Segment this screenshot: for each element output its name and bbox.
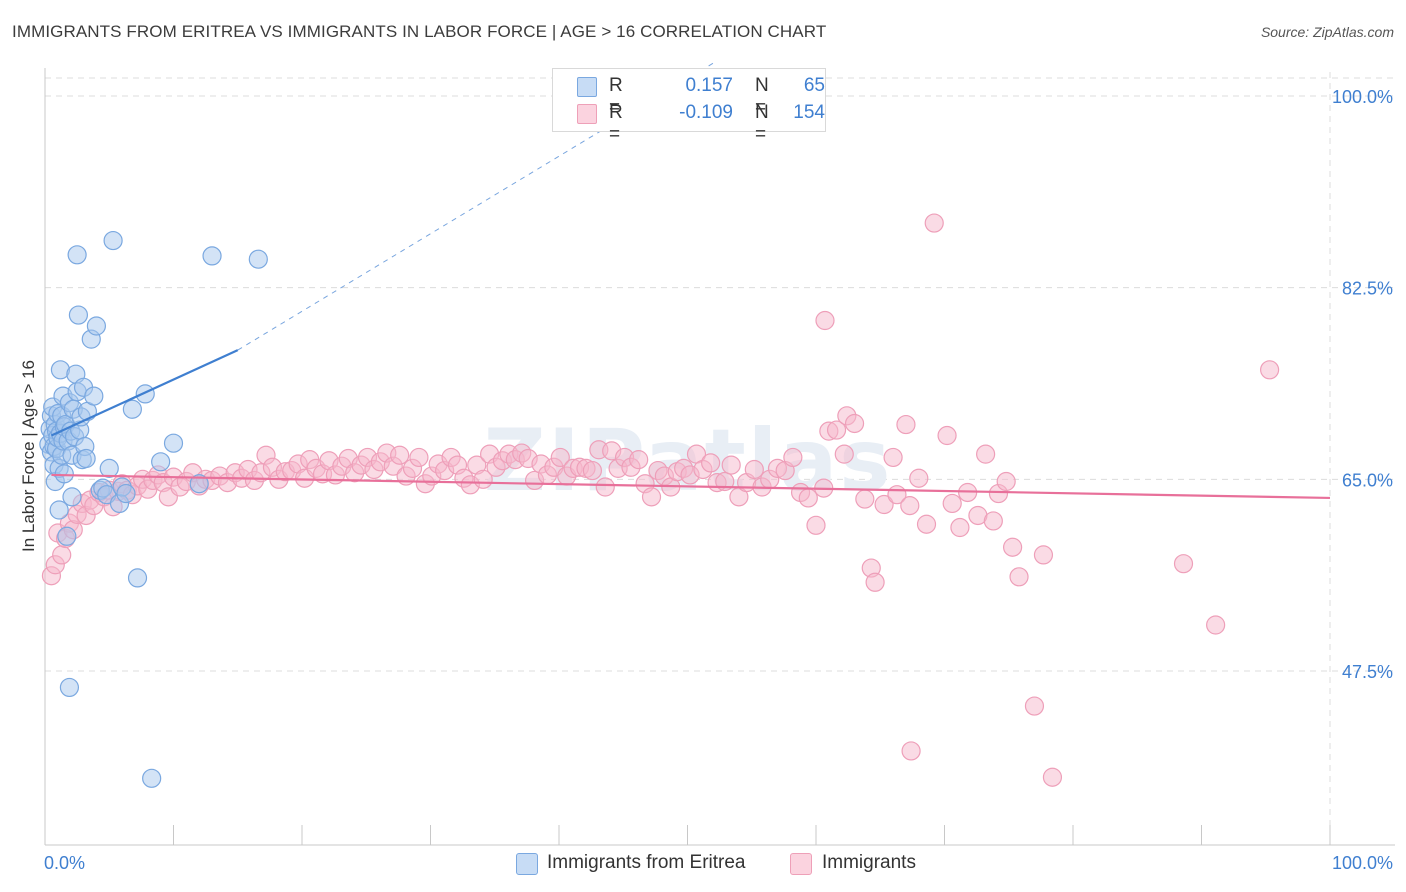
data-point-immigrants bbox=[909, 468, 929, 488]
data-point-immigrants bbox=[826, 420, 847, 440]
legend-label-eritrea: Immigrants from Eritrea bbox=[547, 852, 746, 873]
data-point-eritrea bbox=[99, 458, 119, 478]
data-point-immigrants bbox=[582, 460, 603, 481]
data-point-eritrea bbox=[67, 245, 87, 265]
data-point-eritrea bbox=[49, 500, 69, 520]
data-point-immigrants bbox=[390, 445, 410, 465]
data-point-immigrants bbox=[721, 455, 741, 475]
data-point-immigrants bbox=[1033, 545, 1054, 565]
data-point-eritrea bbox=[62, 487, 82, 507]
series-legend: Immigrants from Eritrea Immigrants bbox=[0, 850, 1406, 880]
trend-line-eritrea bbox=[50, 349, 239, 437]
data-point-immigrants bbox=[924, 213, 944, 233]
data-point-immigrants bbox=[983, 511, 1003, 531]
legend-swatch-eritrea bbox=[516, 853, 538, 875]
y-tick-label: 47.5% bbox=[1342, 662, 1393, 682]
data-point-eritrea bbox=[127, 568, 148, 588]
data-point-immigrants bbox=[52, 545, 72, 565]
data-point-eritrea bbox=[189, 474, 209, 494]
data-point-eritrea bbox=[54, 464, 74, 484]
data-point-immigrants bbox=[1260, 360, 1280, 380]
data-point-immigrants bbox=[1009, 567, 1029, 587]
y-axis-label-text: In Labor Force | Age > 16 bbox=[19, 360, 38, 552]
data-point-eritrea bbox=[202, 246, 222, 266]
source-label: Source: ZipAtlas.com bbox=[1260, 24, 1394, 40]
data-point-immigrants bbox=[783, 447, 803, 468]
axes: 47.5% 65.0% 82.5% 100.0% 0.0% 100.0% bbox=[44, 68, 1395, 873]
data-point-eritrea bbox=[86, 316, 107, 336]
data-point-immigrants bbox=[409, 447, 429, 468]
data-point-immigrants bbox=[844, 413, 865, 434]
data-point-immigrants bbox=[1003, 537, 1023, 557]
r-label: R = bbox=[609, 75, 623, 118]
data-point-eritrea bbox=[116, 483, 136, 504]
data-point-immigrants bbox=[865, 572, 885, 592]
y-tick-label: 82.5% bbox=[1342, 279, 1393, 299]
data-point-eritrea bbox=[163, 433, 184, 453]
data-point-eritrea bbox=[76, 448, 96, 469]
data-point-immigrants bbox=[1173, 554, 1194, 574]
legend-swatch-eritrea bbox=[577, 77, 597, 97]
correlation-legend: R = 0.157 N = 65 R = -0.109 N = 154 bbox=[552, 68, 826, 145]
data-point-immigrants bbox=[701, 453, 721, 473]
data-point-eritrea bbox=[122, 399, 142, 419]
series-immigrants bbox=[41, 213, 1280, 787]
legend-label-immigrants: Immigrants bbox=[822, 852, 916, 873]
data-point-immigrants bbox=[950, 517, 970, 538]
data-point-immigrants bbox=[900, 496, 920, 516]
data-point-immigrants bbox=[798, 488, 818, 508]
legend-swatch-immigrants bbox=[790, 853, 812, 875]
x-tick-label: 100.0% bbox=[1332, 853, 1393, 873]
chart-title: IMMIGRANTS FROM ERITREA VS IMMIGRANTS IN… bbox=[12, 22, 827, 41]
data-point-immigrants bbox=[550, 447, 570, 468]
data-point-eritrea bbox=[84, 386, 104, 406]
data-point-immigrants bbox=[1042, 767, 1063, 787]
data-point-immigrants bbox=[996, 471, 1016, 492]
n-value: 65 bbox=[803, 75, 825, 96]
data-point-immigrants bbox=[595, 477, 615, 497]
data-point-immigrants bbox=[1206, 615, 1226, 635]
data-point-eritrea bbox=[57, 526, 77, 546]
data-point-immigrants bbox=[883, 447, 903, 468]
x-tick-label: 0.0% bbox=[44, 853, 85, 873]
data-point-immigrants bbox=[942, 493, 962, 514]
data-point-eritrea bbox=[135, 384, 155, 404]
data-point-immigrants bbox=[815, 310, 835, 331]
y-axis-label: In Labor Force | Age > 16 bbox=[19, 360, 38, 552]
data-point-eritrea bbox=[68, 305, 89, 325]
data-point-immigrants bbox=[1024, 696, 1045, 716]
data-point-immigrants bbox=[744, 459, 764, 480]
y-tick-label: 100.0% bbox=[1332, 87, 1393, 107]
r-label: R = bbox=[609, 102, 623, 145]
data-point-eritrea bbox=[59, 677, 80, 698]
data-point-immigrants bbox=[901, 741, 921, 761]
data-point-eritrea bbox=[103, 230, 123, 251]
data-point-immigrants bbox=[855, 489, 875, 509]
data-point-immigrants bbox=[896, 414, 916, 435]
data-point-eritrea bbox=[151, 452, 171, 472]
data-point-eritrea bbox=[248, 249, 268, 269]
data-point-eritrea bbox=[142, 768, 162, 788]
data-point-immigrants bbox=[834, 444, 854, 464]
data-point-immigrants bbox=[976, 444, 996, 464]
r-value: 0.157 bbox=[685, 75, 733, 96]
n-label: N = bbox=[755, 102, 769, 145]
r-value: -0.109 bbox=[679, 102, 733, 123]
n-value: 154 bbox=[793, 102, 825, 123]
y-tick-label: 65.0% bbox=[1342, 470, 1393, 490]
n-label: N = bbox=[755, 75, 769, 118]
data-point-immigrants bbox=[629, 450, 649, 470]
data-point-immigrants bbox=[806, 515, 826, 535]
legend-swatch-immigrants bbox=[577, 104, 597, 124]
trend-line-immigrants bbox=[51, 473, 1331, 500]
data-point-immigrants bbox=[641, 487, 662, 507]
data-point-immigrants bbox=[874, 494, 894, 515]
data-point-immigrants bbox=[937, 425, 957, 446]
data-point-immigrants bbox=[916, 514, 937, 534]
series-eritrea bbox=[39, 230, 268, 788]
